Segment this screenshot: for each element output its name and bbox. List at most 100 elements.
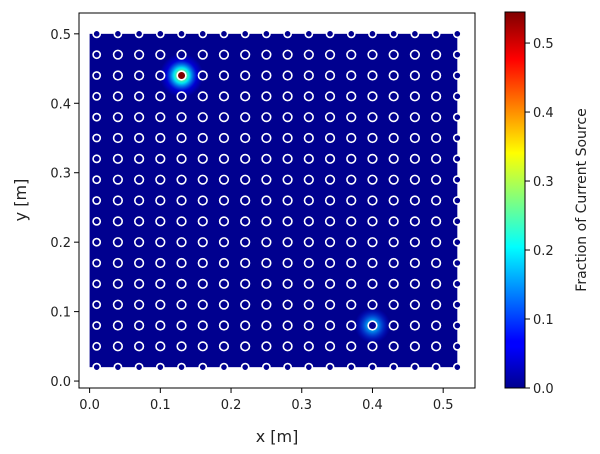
electrode	[155, 70, 166, 81]
electrode	[367, 278, 378, 289]
electrode	[240, 299, 251, 310]
electrode	[303, 195, 314, 206]
electrode	[367, 49, 378, 60]
electrode	[303, 216, 314, 227]
colorbar: 0.0 0.1 0.2 0.3 0.4 0.5 Fraction of Current S…	[504, 11, 590, 397]
electrode	[324, 299, 336, 310]
electrode	[240, 257, 251, 269]
electrode	[176, 216, 187, 227]
electrode	[368, 29, 377, 39]
electrode	[367, 195, 378, 206]
electrode	[92, 175, 102, 185]
electrode	[92, 300, 102, 310]
plot-frame	[78, 12, 476, 389]
electrode	[155, 299, 166, 310]
electrode	[134, 341, 145, 352]
electrode	[388, 153, 399, 164]
electrode	[282, 70, 293, 81]
electrode	[303, 132, 314, 144]
electrode	[113, 29, 123, 39]
electrode	[324, 174, 336, 185]
electrode	[197, 216, 208, 227]
electrode	[261, 341, 272, 352]
field-background	[89, 33, 458, 368]
electrode	[388, 341, 399, 352]
electrode	[452, 71, 462, 80]
electrode	[197, 174, 208, 185]
electrode	[303, 257, 314, 269]
electrode	[92, 50, 102, 60]
electrode	[261, 112, 272, 123]
electrode	[452, 196, 462, 205]
colorbar-tick-label: 0.4	[533, 106, 554, 121]
colorbar-ticks: 0.0 0.1 0.2 0.3 0.4 0.5	[525, 37, 554, 397]
electrode	[261, 70, 272, 81]
electrode	[92, 216, 102, 226]
electrode	[134, 299, 145, 310]
electrode	[112, 70, 123, 81]
electrode	[388, 320, 399, 331]
electrode	[452, 175, 462, 185]
electrode	[155, 257, 166, 269]
electrode	[240, 153, 251, 164]
x-tick-label: 0.0	[79, 398, 100, 413]
electrode	[324, 320, 336, 331]
electrode	[240, 195, 251, 206]
electrode	[176, 257, 187, 269]
electrode	[409, 216, 420, 227]
electrode	[197, 70, 208, 81]
electrode	[197, 257, 208, 269]
electrode	[240, 49, 251, 60]
electrode	[346, 195, 357, 206]
electrode	[112, 153, 123, 164]
electrode	[367, 216, 378, 227]
electrode	[176, 112, 187, 123]
electrode	[261, 237, 272, 248]
electrode	[303, 153, 314, 164]
electrode	[134, 362, 144, 372]
electrode	[197, 320, 208, 331]
electrode	[240, 237, 251, 248]
electrode	[261, 49, 272, 60]
electrode	[346, 70, 357, 81]
electrode	[218, 216, 230, 227]
electrode	[409, 195, 420, 206]
electrode	[431, 257, 442, 269]
electrode	[155, 29, 165, 39]
electrode	[155, 320, 166, 331]
electrode	[92, 237, 102, 247]
electrode	[197, 153, 208, 164]
electrode	[388, 174, 399, 185]
electrode	[282, 278, 293, 289]
electrode	[112, 216, 123, 227]
electrode	[282, 153, 293, 164]
electrode	[112, 257, 123, 269]
electrode	[409, 278, 420, 289]
electrode	[176, 320, 187, 331]
electrode	[177, 29, 186, 39]
electrode	[197, 299, 208, 310]
electrode	[431, 70, 442, 81]
electrode	[134, 112, 145, 123]
electrode	[303, 278, 314, 289]
electrode	[304, 29, 314, 39]
electrode	[176, 174, 187, 185]
electrode	[261, 91, 272, 102]
electrode	[303, 320, 314, 331]
electrode	[452, 258, 462, 268]
electrode	[176, 91, 187, 102]
electrode	[283, 29, 293, 39]
electrode	[261, 132, 272, 144]
electrode	[388, 278, 399, 289]
electrode	[388, 237, 399, 248]
electrode	[134, 278, 145, 289]
electrode	[410, 362, 420, 372]
electrode	[92, 29, 102, 39]
electrode	[346, 299, 357, 310]
electrode	[197, 341, 208, 352]
colorbar-gradient	[504, 11, 526, 389]
colorbar-tick-label: 0.0	[533, 382, 554, 397]
electrode	[218, 49, 230, 60]
electrode	[261, 320, 272, 331]
electrode	[409, 341, 420, 352]
